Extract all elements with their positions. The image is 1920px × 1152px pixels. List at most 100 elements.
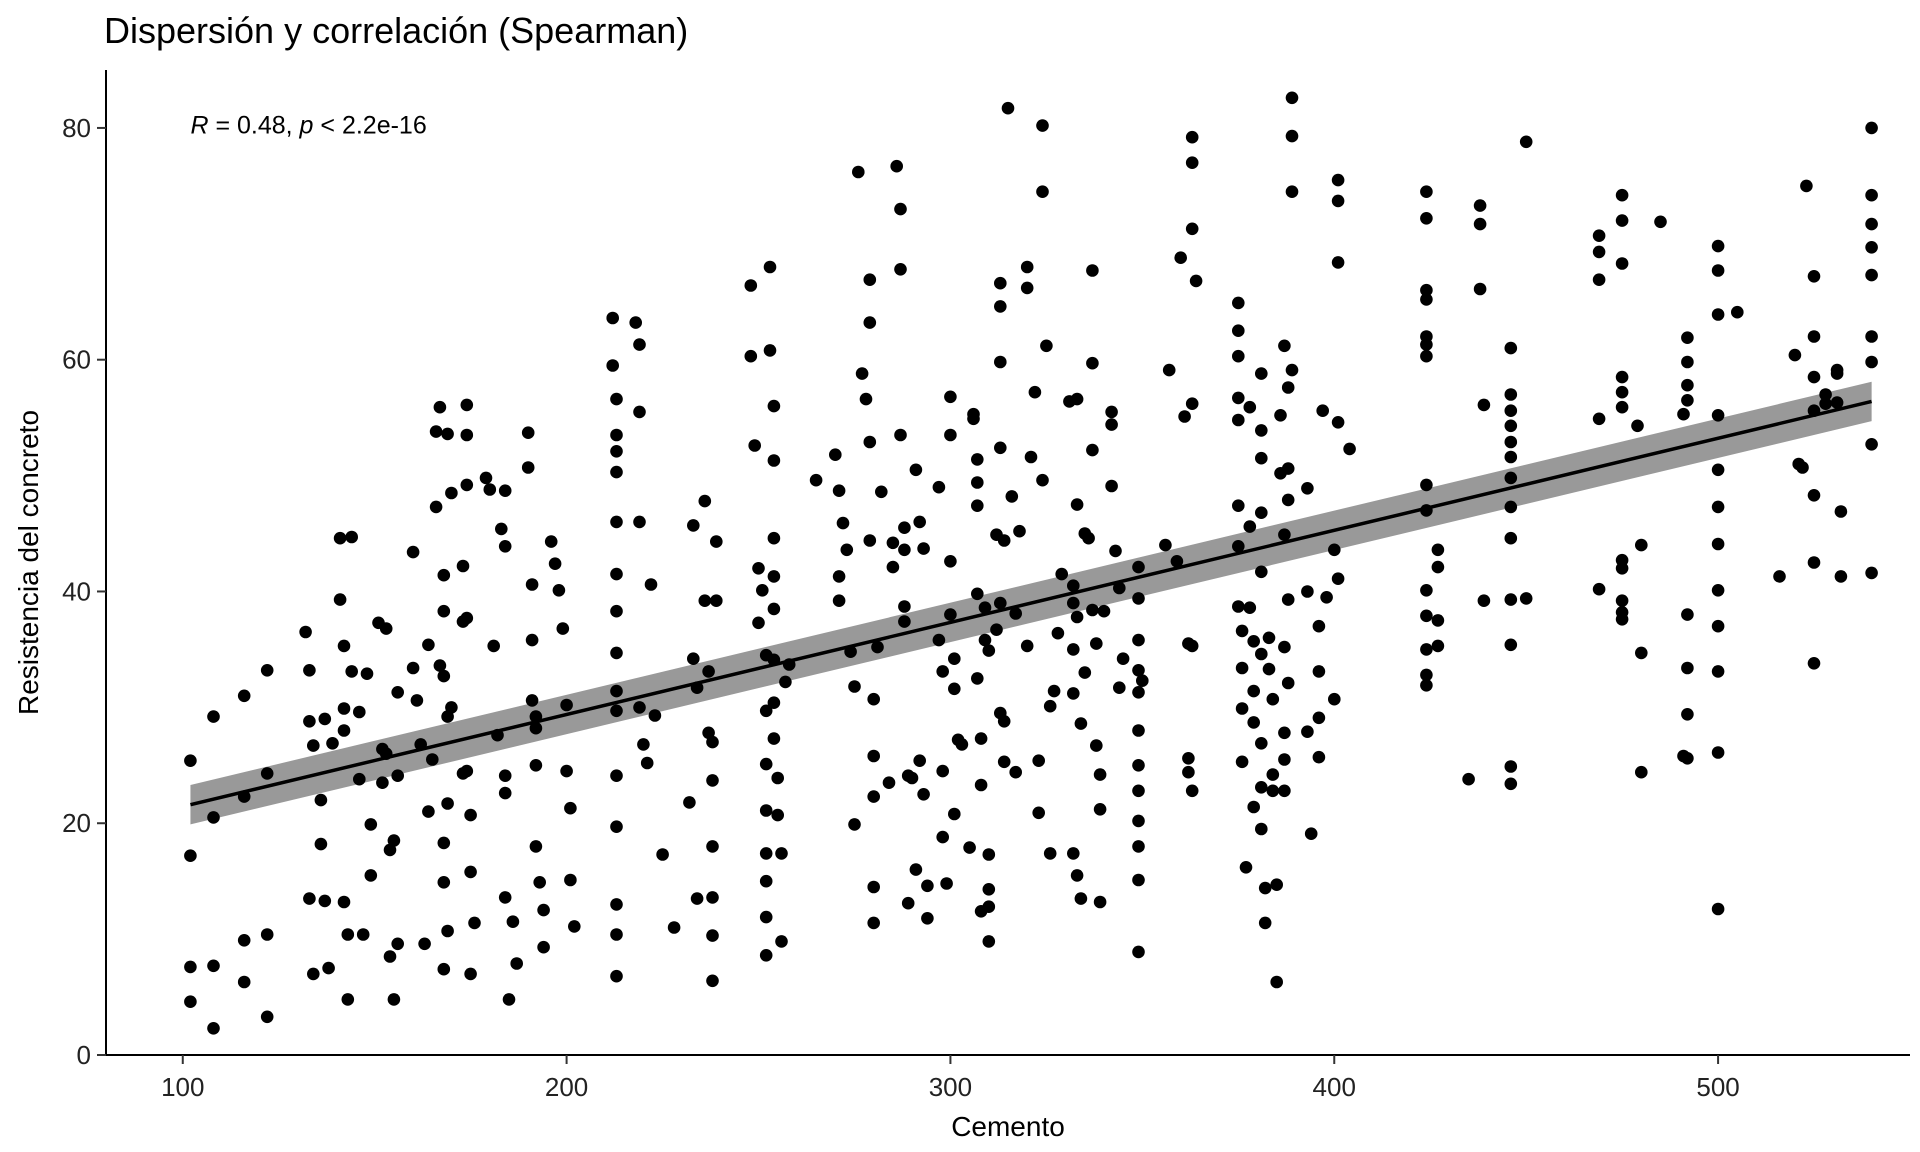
- data-point: [978, 633, 992, 647]
- data-point: [560, 698, 573, 712]
- data-point: [994, 276, 1007, 290]
- data-point: [744, 279, 758, 292]
- data-point: [1097, 604, 1111, 618]
- data-point: [1020, 260, 1034, 274]
- data-point: [1232, 499, 1245, 512]
- data-point: [1711, 500, 1725, 514]
- data-point: [437, 604, 451, 618]
- data-point: [775, 935, 788, 948]
- data-point: [863, 316, 877, 329]
- data-point: [867, 880, 880, 894]
- data-point: [1420, 668, 1433, 682]
- x-axis-ticks: 100 200 300 400 500: [161, 1055, 1740, 1102]
- data-point: [1024, 450, 1038, 464]
- data-point: [1773, 570, 1786, 583]
- data-point: [445, 486, 458, 500]
- data-point: [997, 534, 1011, 547]
- data-point: [971, 499, 984, 512]
- data-point: [990, 623, 1003, 636]
- data-point: [610, 567, 623, 581]
- data-point: [356, 928, 370, 941]
- data-point: [944, 608, 957, 621]
- data-point: [1082, 531, 1095, 545]
- data-point: [1504, 341, 1518, 355]
- data-point: [1235, 624, 1249, 638]
- data-point: [437, 836, 451, 850]
- data-point: [698, 494, 712, 508]
- data-point: [1504, 777, 1518, 791]
- data-point: [633, 701, 646, 714]
- data-point: [1477, 398, 1491, 412]
- data-point: [1235, 661, 1249, 675]
- data-point: [913, 515, 926, 529]
- data-point: [1258, 881, 1272, 895]
- data-point: [698, 594, 712, 607]
- data-point: [1865, 355, 1878, 369]
- data-point: [1266, 784, 1280, 798]
- data-point: [1109, 544, 1122, 558]
- data-point: [890, 159, 903, 173]
- data-point: [767, 696, 781, 709]
- data-point: [867, 916, 880, 930]
- data-point: [1592, 229, 1606, 242]
- data-point: [552, 584, 566, 597]
- p-symbol: p: [299, 112, 314, 140]
- data-point: [982, 883, 996, 896]
- data-point: [1681, 331, 1694, 345]
- data-point: [556, 622, 570, 635]
- data-point: [1592, 245, 1606, 259]
- data-point: [441, 797, 454, 810]
- data-point: [767, 399, 781, 413]
- data-point: [1420, 609, 1433, 623]
- y-tick-label: 60: [62, 345, 91, 375]
- data-point: [1285, 129, 1299, 143]
- data-point: [867, 749, 880, 763]
- data-point: [1312, 619, 1326, 633]
- data-point: [1711, 746, 1725, 759]
- y-axis-title: Resistencia del concreto: [13, 410, 44, 715]
- data-point: [974, 732, 988, 745]
- data-point: [1040, 339, 1053, 353]
- data-point: [1830, 396, 1844, 409]
- data-point: [1420, 283, 1433, 297]
- data-point: [260, 928, 274, 941]
- data-point: [763, 344, 777, 357]
- data-point: [464, 967, 477, 981]
- data-point: [1243, 601, 1257, 614]
- data-point: [1615, 370, 1629, 384]
- data-point: [1731, 305, 1744, 319]
- data-point: [1615, 400, 1629, 414]
- data-point: [207, 1022, 220, 1035]
- data-point: [909, 463, 923, 477]
- x-tick-label: 300: [929, 1072, 972, 1102]
- data-point: [779, 675, 792, 689]
- data-point: [775, 847, 788, 860]
- data-point: [1132, 664, 1145, 677]
- data-point: [921, 879, 934, 893]
- data-point: [1232, 296, 1245, 310]
- data-point: [1278, 528, 1291, 541]
- data-point: [1654, 215, 1667, 229]
- data-point: [1504, 593, 1518, 606]
- data-point: [529, 840, 543, 853]
- data-point: [767, 602, 781, 616]
- data-point: [606, 359, 619, 372]
- data-point: [1132, 784, 1145, 798]
- data-point: [479, 471, 493, 485]
- data-point: [303, 664, 316, 677]
- data-point: [1420, 338, 1433, 351]
- data-point: [1001, 101, 1015, 115]
- data-point: [1431, 639, 1445, 653]
- data-point: [1615, 385, 1629, 399]
- data-point: [1235, 702, 1249, 715]
- data-point: [1301, 482, 1314, 495]
- data-point: [852, 165, 865, 179]
- data-point: [406, 545, 420, 559]
- data-point: [610, 769, 623, 782]
- data-point: [767, 570, 781, 583]
- data-point: [1185, 397, 1199, 411]
- data-point: [1255, 822, 1268, 836]
- data-point: [1255, 367, 1268, 380]
- data-point: [1711, 463, 1725, 477]
- data-point: [978, 601, 992, 614]
